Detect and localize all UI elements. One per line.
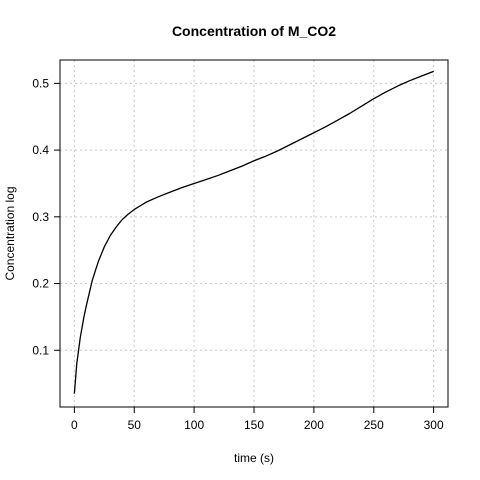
x-tick-label: 100	[184, 418, 204, 432]
grid	[60, 60, 448, 407]
x-tick-label: 250	[364, 418, 384, 432]
series-line-group	[73, 70, 434, 394]
x-axis: 0 50 100 150 200 250 300	[71, 407, 444, 432]
y-tick-label: 0.1	[32, 343, 49, 357]
series-line	[73, 70, 434, 394]
y-tick-label: 0.2	[32, 277, 49, 291]
y-axis: 0.1 0.2 0.3 0.4 0.5	[32, 76, 60, 357]
chart-title: Concentration of M_CO2	[172, 23, 336, 39]
y-tick-label: 0.3	[32, 210, 49, 224]
x-tick-label: 50	[128, 418, 142, 432]
plot-frame	[59, 59, 449, 408]
x-tick-label: 0	[71, 418, 78, 432]
x-tick-label: 200	[304, 418, 324, 432]
y-tick-label: 0.5	[32, 76, 49, 90]
y-axis-title: Concentration log	[3, 186, 17, 280]
x-axis-title: time (s)	[234, 451, 274, 465]
y-tick-label: 0.4	[32, 143, 49, 157]
x-tick-label: 150	[244, 418, 264, 432]
x-tick-label: 300	[424, 418, 444, 432]
